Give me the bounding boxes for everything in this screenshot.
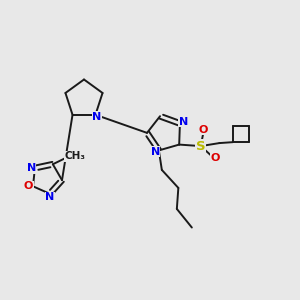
Text: N: N (179, 117, 188, 127)
Text: CH₃: CH₃ (64, 151, 85, 161)
Text: N: N (92, 112, 102, 122)
Text: N: N (45, 192, 54, 203)
Text: O: O (211, 153, 220, 163)
Text: N: N (27, 163, 36, 173)
Text: N: N (151, 147, 160, 157)
Text: O: O (199, 124, 208, 135)
Text: O: O (24, 181, 33, 191)
Text: S: S (196, 140, 206, 153)
